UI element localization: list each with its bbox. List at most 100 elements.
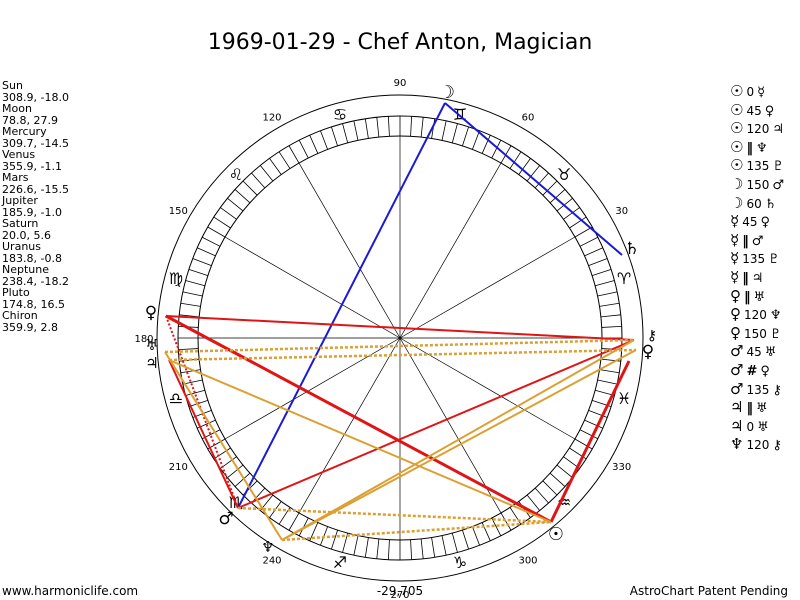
aspect-planet-2: ♅ xyxy=(764,345,777,361)
degree-tick xyxy=(309,522,319,541)
degree-tick xyxy=(481,135,491,154)
degree-tick xyxy=(549,189,566,204)
degree-tick xyxy=(451,123,458,143)
degree-tick xyxy=(197,247,216,257)
degree-tick xyxy=(451,533,458,553)
planet-positions-list: Sun 308.9, -18.0 Moon 78.8, 27.9 Mercury 309.… xyxy=(2,80,69,333)
aspect-planet-2: ♀ xyxy=(760,215,771,231)
degree-label: 300 xyxy=(518,556,537,567)
degree-tick xyxy=(185,280,205,287)
aspect-planet-2: ♆ xyxy=(755,140,768,156)
planet-position-value: 78.8, 27.9 xyxy=(2,113,58,127)
aspect-row: ♀ 120 ♆ xyxy=(730,305,784,324)
aspect-angle: 120 xyxy=(746,438,770,453)
degree-tick xyxy=(180,369,201,374)
degree-tick xyxy=(509,151,522,169)
zodiac-sign: ♈ xyxy=(617,269,631,288)
aspect-row: ☿ 135 ♇ xyxy=(730,249,784,268)
site-link[interactable]: www.harmoniclife.com xyxy=(2,584,139,598)
aspect-planet-2: ♅ xyxy=(753,289,766,305)
zodiac-sign: ♉ xyxy=(557,165,571,184)
degree-tick xyxy=(584,247,603,257)
degree-tick xyxy=(462,126,469,147)
degree-label: 90 xyxy=(394,78,407,89)
aspect-planet-1: ♃ xyxy=(730,416,744,435)
planet-position-value: 309.7, -14.5 xyxy=(2,136,69,150)
aspect-row: ♂ # ♀ xyxy=(730,361,784,380)
planet-position-value: 359.9, 2.8 xyxy=(2,320,58,334)
degree-label: 30 xyxy=(615,206,628,217)
aspect-row: ♂ 135 ⚷ xyxy=(730,380,784,399)
planet-name: Neptune xyxy=(2,263,50,276)
degree-tick xyxy=(376,117,380,138)
aspect-angle: 150 xyxy=(746,177,770,192)
degree-tick xyxy=(526,165,541,182)
degree-tick xyxy=(500,512,512,531)
aspect-angle: 120 xyxy=(746,122,770,137)
planet-position-value: 238.4, -18.2 xyxy=(2,274,69,288)
outer-ring xyxy=(156,94,644,582)
degree-tick xyxy=(320,526,328,546)
degree-tick xyxy=(441,120,447,141)
aspect-planet-1: ☿ xyxy=(730,249,740,268)
degree-tick xyxy=(227,464,244,479)
aspect-row: ☉ 135 ♇ xyxy=(730,156,784,175)
degree-tick xyxy=(213,216,231,229)
degree-label: 240 xyxy=(262,556,281,567)
aspect-row: ☉ 45 ♀ xyxy=(730,101,784,120)
aspect-angle: 135 xyxy=(746,382,770,397)
degree-tick xyxy=(599,302,620,307)
zodiac-sign: ♑ xyxy=(453,553,467,572)
aspect-planet-1: ☉ xyxy=(730,82,744,100)
degree-tick xyxy=(431,537,436,558)
degree-tick xyxy=(441,535,447,556)
aspect-planet-2: ♀ xyxy=(760,363,770,379)
zodiac-sign: ♎ xyxy=(169,389,183,408)
aspect-row: ♀ 150 ♇ xyxy=(730,324,784,343)
house-spoke xyxy=(399,162,502,339)
degree-tick xyxy=(588,258,608,266)
degree-tick xyxy=(600,314,621,318)
planet-position-value: 174.8, 16.5 xyxy=(2,297,65,311)
aspect-line-orange xyxy=(281,349,637,541)
degree-tick xyxy=(472,526,480,546)
degree-label: 180 xyxy=(134,334,153,345)
degree-tick xyxy=(178,348,199,351)
degree-tick xyxy=(534,172,549,189)
aspect-planet-1: ♂ xyxy=(730,342,744,361)
aspect-row: ♀ ‖ ♅ xyxy=(730,287,784,306)
aspect-planet-1: ☉ xyxy=(730,119,744,138)
venus-glyph: ♀ xyxy=(145,303,157,323)
aspect-angle: 45 xyxy=(746,345,762,360)
degree-tick xyxy=(320,130,328,150)
degree-labels: 90 60 30 120 150 180 210 240 270 300 330 xyxy=(134,78,631,600)
saturn-glyph: ♄ xyxy=(624,239,639,259)
aspect-planet-1: ☿ xyxy=(730,230,740,249)
degree-label: 330 xyxy=(612,462,631,473)
aspect-line-orange xyxy=(281,339,635,541)
aspect-planet-1: ♂ xyxy=(730,360,744,379)
degree-tick xyxy=(278,151,291,169)
degree-tick xyxy=(331,126,338,147)
uranus-glyph: ♅ xyxy=(145,336,158,354)
degree-tick xyxy=(574,438,593,450)
aspect-line-orange xyxy=(164,351,283,541)
degree-tick xyxy=(549,472,566,487)
house-spoke xyxy=(298,162,401,339)
zodiac-sign: ♐ xyxy=(333,553,347,572)
aspect-row: ☿ 45 ♀ xyxy=(730,212,784,231)
patent-note: AstroChart Patent Pending xyxy=(629,584,788,598)
aspect-planet-2: ♇ xyxy=(768,252,780,268)
aspect-angle: 150 xyxy=(744,326,767,341)
aspect-line-red xyxy=(165,315,635,341)
zodiac-signs: ♈♉♊♋♌♍♎♏♐♑♒♓ xyxy=(169,105,632,572)
aspect-row: ♃ ‖ ♅ xyxy=(730,398,784,417)
aspect-row: ☿ ‖ ♃ xyxy=(730,268,784,287)
degree-tick xyxy=(518,158,531,175)
aspect-planet-1: ♀ xyxy=(730,286,741,305)
aspect-angle: ‖ xyxy=(744,289,751,305)
degree-tick xyxy=(342,533,349,553)
aspect-list: ☉ 0 ☿ ☉ 45 ♀ ☉ 120 ♃ ☉ ‖ ♆ ☉ 135 ♇ ☽ 150 ♂ ☽ 60 ♄ ☿ 45 ♀ ☿ ‖ ♂ ☿ 135… xyxy=(730,82,784,454)
degree-tick xyxy=(534,487,549,504)
degree-tick xyxy=(601,325,622,328)
